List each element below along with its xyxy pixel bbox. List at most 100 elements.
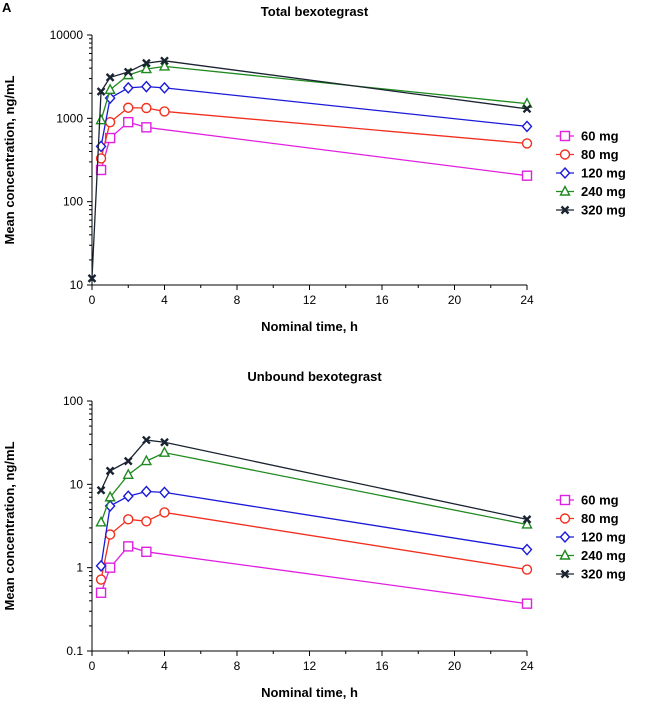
x-tick-label: 12 xyxy=(303,293,317,307)
data-point xyxy=(142,435,151,445)
data-point xyxy=(158,446,171,457)
legend-marker xyxy=(559,130,571,142)
legend-marker xyxy=(559,166,571,180)
chart-title: Total bexotegrast xyxy=(261,4,369,19)
series-60-mg xyxy=(95,116,533,181)
data-point xyxy=(105,466,115,476)
series-line xyxy=(100,121,528,177)
data-point xyxy=(521,517,533,529)
chart-2: Unbound bexotegrast 0 4 8 12 16 20 24 0.1 1 10 100 N… xyxy=(2,369,626,700)
data-point xyxy=(104,116,116,128)
data-point xyxy=(141,546,152,558)
series-line xyxy=(100,545,528,605)
data-point xyxy=(95,153,107,164)
data-point xyxy=(159,507,170,518)
x-tick-label: 0 xyxy=(89,659,96,673)
y-tick-label: 1 xyxy=(76,561,83,575)
legend-marker xyxy=(559,149,571,160)
legend-label: 60 mg xyxy=(581,129,619,144)
series-line xyxy=(100,511,528,580)
legend-marker xyxy=(559,494,571,506)
data-point xyxy=(140,485,152,498)
data-point xyxy=(140,62,153,74)
legend-marker xyxy=(559,549,571,560)
chart-1: Total bexotegrast 0 4 8 12 16 20 24 10 100 1000 100… xyxy=(2,4,626,334)
x-tick-label: 24 xyxy=(520,293,534,307)
data-point xyxy=(104,83,116,94)
data-point xyxy=(95,113,107,125)
series-line xyxy=(100,107,528,159)
data-point xyxy=(522,515,532,524)
data-point xyxy=(140,454,153,466)
legend-marker xyxy=(560,205,570,215)
x-tick-label: 24 xyxy=(520,659,534,673)
data-point xyxy=(122,468,134,480)
y-axis-label: Mean concentration, ng/mL xyxy=(2,75,17,244)
x-tick-label: 8 xyxy=(234,293,241,307)
series-line xyxy=(100,65,528,121)
legend-entry: 240 mg xyxy=(556,184,626,199)
y-tick-label: 1000 xyxy=(56,111,83,125)
legend-label: 80 mg xyxy=(581,511,619,526)
data-point xyxy=(160,437,169,447)
data-point xyxy=(158,59,171,71)
data-point xyxy=(104,562,116,573)
x-tick-label: 16 xyxy=(375,293,389,307)
data-point xyxy=(141,516,152,527)
legend-marker xyxy=(559,513,571,524)
series-120-mg xyxy=(95,485,533,572)
data-point xyxy=(96,485,106,495)
data-point xyxy=(123,514,134,525)
legend-entry: 320 mg xyxy=(556,203,626,218)
x-tick-label: 4 xyxy=(161,659,168,673)
legend-marker xyxy=(559,530,571,544)
series-320-mg xyxy=(96,435,532,524)
series-80-mg xyxy=(95,102,533,164)
series-120-mg xyxy=(95,80,533,153)
chart-title: Unbound bexotegrast xyxy=(247,369,382,384)
y-tick-label: 10000 xyxy=(50,28,84,42)
data-point xyxy=(141,122,152,133)
legend-marker xyxy=(560,569,570,579)
data-point xyxy=(159,486,170,499)
series-line xyxy=(100,85,528,147)
x-tick-label: 4 xyxy=(161,293,168,307)
data-point xyxy=(140,80,152,93)
legend-entry: 80 mg xyxy=(556,511,619,526)
y-tick-label: 0.1 xyxy=(66,644,83,658)
series-80-mg xyxy=(95,507,533,585)
data-point xyxy=(95,164,107,176)
series-60-mg xyxy=(95,541,533,609)
data-point xyxy=(95,515,107,527)
data-point xyxy=(123,102,134,113)
series-line xyxy=(100,439,528,520)
data-point xyxy=(87,274,97,283)
legend-label: 320 mg xyxy=(581,567,626,582)
data-point xyxy=(95,559,107,572)
y-tick-label: 10 xyxy=(70,477,84,491)
data-point xyxy=(122,81,134,94)
y-axis-label: Mean concentration, ng/mL xyxy=(2,441,17,610)
legend-label: 80 mg xyxy=(581,147,619,162)
data-point xyxy=(521,598,533,609)
data-point xyxy=(521,138,533,149)
x-tick-label: 12 xyxy=(303,659,317,673)
y-tick-label: 10 xyxy=(70,278,84,292)
legend-entry: 60 mg xyxy=(556,129,619,144)
x-tick-label: 8 xyxy=(234,659,241,673)
data-point xyxy=(159,81,170,94)
x-axis-label: Nominal time, h xyxy=(261,685,358,700)
data-point xyxy=(123,541,134,552)
series-line xyxy=(100,490,528,566)
legend-entry: 120 mg xyxy=(556,166,626,181)
data-point xyxy=(159,106,170,117)
data-point xyxy=(123,116,134,128)
data-point xyxy=(142,58,151,68)
data-point xyxy=(141,102,152,114)
legend-marker xyxy=(559,185,571,196)
data-point xyxy=(522,104,532,114)
x-tick-label: 16 xyxy=(375,659,389,673)
x-tick-label: 20 xyxy=(448,659,462,673)
series-line xyxy=(91,60,528,279)
